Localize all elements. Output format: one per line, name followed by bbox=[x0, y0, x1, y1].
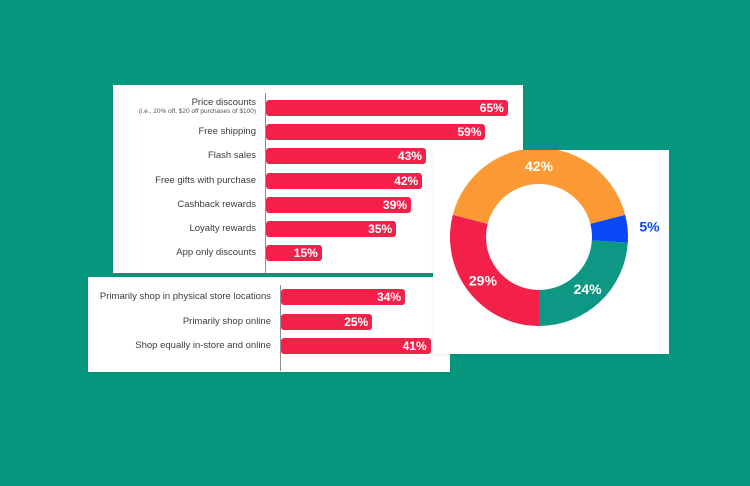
donut-chart-card: 42% 5% 24% 29% bbox=[433, 147, 669, 354]
category-label-text: App only discounts bbox=[176, 247, 256, 259]
promotions-y-axis bbox=[265, 93, 266, 273]
category-label-text: Flash sales bbox=[207, 150, 256, 162]
category-label: Loyalty rewards bbox=[189, 223, 256, 234]
bar bbox=[266, 245, 322, 262]
bar bbox=[266, 124, 486, 141]
donut-slice-label: 5% bbox=[639, 219, 660, 235]
donut-chart: 42% 5% 24% 29% bbox=[450, 147, 660, 326]
donut-slice bbox=[590, 214, 628, 243]
category-label-text: Primarily shop in physical store locatio… bbox=[99, 291, 271, 302]
bar bbox=[266, 148, 426, 165]
category-label-text: Cashback rewards bbox=[177, 198, 256, 210]
bar bbox=[266, 221, 397, 237]
category-label: Free shipping bbox=[198, 126, 256, 137]
category-label: Price discounts (i.e., 20% off, $20 off p… bbox=[139, 97, 256, 116]
bar bbox=[281, 338, 431, 354]
category-label: Flash sales bbox=[208, 150, 256, 161]
category-label: Shop equally in-store and online bbox=[135, 340, 271, 351]
category-label: Primarily shop in physical store locatio… bbox=[100, 291, 271, 302]
bar-value-label: 43% bbox=[397, 149, 422, 164]
category-label-text: Free shipping bbox=[198, 126, 256, 138]
category-label: Primarily shop online bbox=[183, 316, 271, 327]
bar bbox=[266, 172, 423, 189]
shopping-y-axis bbox=[280, 285, 281, 371]
bar-value-label: 65% bbox=[479, 101, 504, 115]
donut-slice-label: 29% bbox=[469, 273, 498, 289]
category-note: (i.e., 20% off, $20 off purchases of $10… bbox=[138, 108, 256, 115]
bar-value-label: 59% bbox=[457, 125, 482, 140]
bar bbox=[266, 100, 508, 116]
category-label-text: Price discounts bbox=[191, 97, 256, 108]
bar bbox=[281, 289, 406, 305]
donut-slice bbox=[539, 240, 628, 326]
bar bbox=[281, 313, 373, 330]
category-label: Cashback rewards bbox=[177, 199, 256, 210]
donut-slice-label: 42% bbox=[525, 158, 554, 174]
donut-slice-label: 24% bbox=[574, 281, 603, 297]
bar-value-label: 25% bbox=[344, 314, 369, 329]
bar-value-label: 35% bbox=[368, 222, 393, 236]
bar-value-label: 42% bbox=[394, 173, 419, 188]
category-label-text: Shop equally in-store and online bbox=[135, 340, 271, 351]
donut-slice bbox=[450, 214, 539, 326]
category-label: Free gifts with purchase bbox=[155, 175, 256, 186]
shopping-preference-bar-chart-card: Primarily shop in physical store locatio… bbox=[88, 277, 450, 372]
bar bbox=[266, 196, 412, 213]
category-label: App only discounts bbox=[176, 247, 256, 258]
category-label-text: Loyalty rewards bbox=[189, 223, 256, 234]
bar-value-label: 39% bbox=[383, 197, 408, 212]
bar-value-label: 15% bbox=[293, 246, 318, 261]
category-label-text: Primarily shop online bbox=[182, 315, 271, 327]
donut-slice bbox=[452, 147, 626, 224]
category-label-text: Free gifts with purchase bbox=[155, 174, 256, 186]
bar-value-label: 41% bbox=[402, 339, 427, 353]
bar-value-label: 34% bbox=[377, 290, 402, 304]
